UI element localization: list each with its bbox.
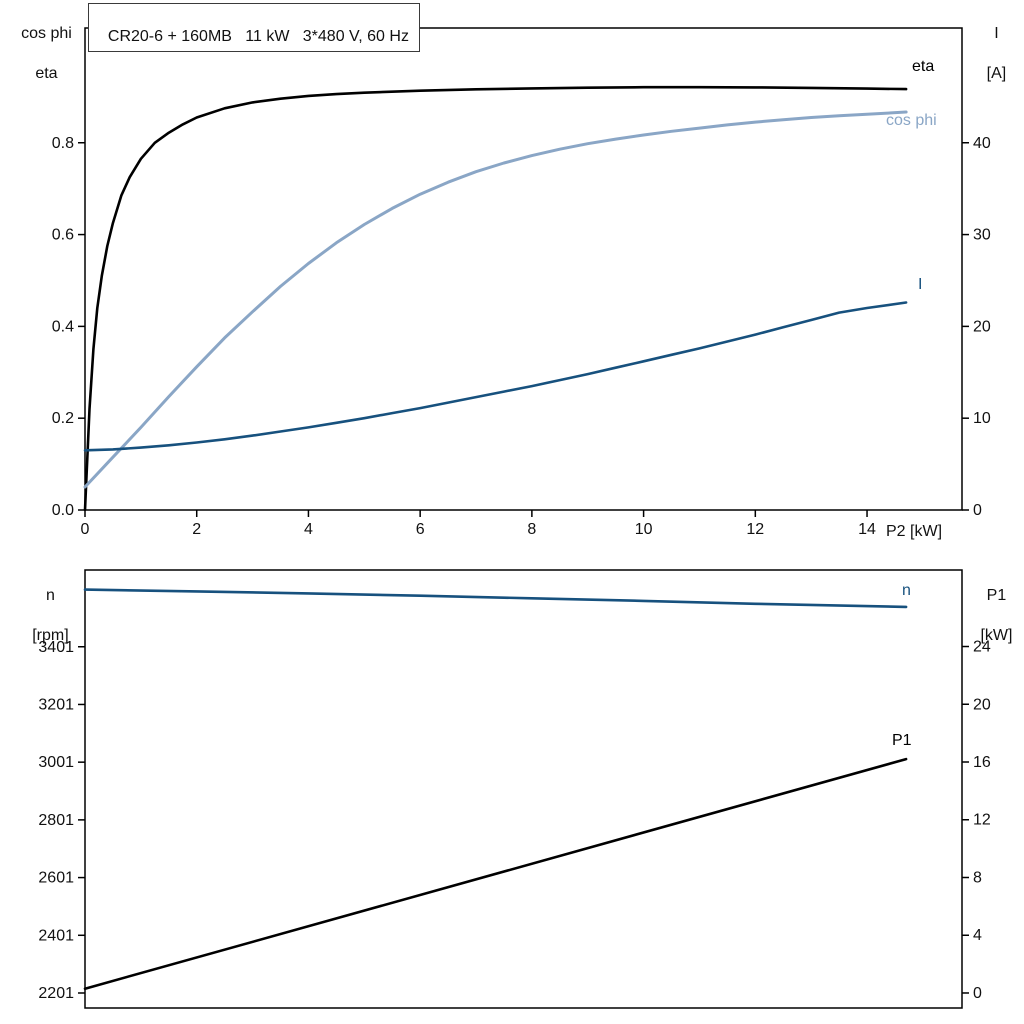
svg-text:0: 0 bbox=[973, 985, 982, 1002]
svg-text:0.4: 0.4 bbox=[52, 318, 74, 335]
svg-text:0.6: 0.6 bbox=[52, 227, 74, 244]
svg-text:0.8: 0.8 bbox=[52, 135, 74, 152]
svg-text:10: 10 bbox=[973, 410, 991, 427]
svg-text:30: 30 bbox=[973, 227, 991, 244]
svg-text:40: 40 bbox=[973, 135, 991, 152]
svg-text:4: 4 bbox=[304, 521, 313, 538]
svg-text:2401: 2401 bbox=[38, 927, 74, 944]
curve-label-current: I bbox=[918, 276, 923, 293]
svg-text:0.0: 0.0 bbox=[52, 502, 74, 519]
left-axis-title-line2: [rpm] bbox=[32, 627, 69, 644]
svg-text:8: 8 bbox=[973, 869, 982, 886]
right-axis-title-bottom-chart: P1 [kW] bbox=[964, 566, 1020, 646]
left-axis-title-line2: eta bbox=[35, 65, 58, 82]
chart-title-box: CR20-6 + 160MB 11 kW 3*480 V, 60 Hz bbox=[88, 3, 420, 52]
right-axis-title-line1: P1 bbox=[986, 587, 1007, 604]
chart-title: CR20-6 + 160MB 11 kW 3*480 V, 60 Hz bbox=[107, 28, 409, 45]
left-axis-title-line1: cos phi bbox=[21, 25, 72, 42]
svg-text:10: 10 bbox=[635, 521, 653, 538]
svg-text:2201: 2201 bbox=[38, 985, 74, 1002]
svg-text:8: 8 bbox=[527, 521, 536, 538]
right-axis-title-line2: [A] bbox=[986, 65, 1007, 82]
svg-text:12: 12 bbox=[973, 812, 991, 829]
curve-label-speed: n bbox=[902, 582, 911, 599]
svg-text:24: 24 bbox=[973, 639, 991, 656]
curve-label-cos-phi: cos phi bbox=[886, 112, 937, 129]
right-axis-title-top-chart: I [A] bbox=[964, 4, 1020, 84]
svg-text:2: 2 bbox=[192, 521, 201, 538]
svg-text:16: 16 bbox=[973, 754, 991, 771]
svg-text:0: 0 bbox=[81, 521, 90, 538]
svg-text:3201: 3201 bbox=[38, 696, 74, 713]
svg-text:4: 4 bbox=[973, 927, 982, 944]
left-axis-title-top-chart: cos phi eta bbox=[2, 4, 82, 84]
curve-label-p1: P1 bbox=[892, 732, 912, 749]
left-axis-title-line1: n bbox=[45, 587, 55, 604]
right-axis-title-line1: I bbox=[994, 25, 999, 42]
svg-text:0.2: 0.2 bbox=[52, 410, 74, 427]
right-axis-title-line2: [kW] bbox=[980, 627, 1013, 644]
svg-text:20: 20 bbox=[973, 318, 991, 335]
svg-text:20: 20 bbox=[973, 696, 991, 713]
svg-text:2801: 2801 bbox=[38, 812, 74, 829]
svg-text:12: 12 bbox=[746, 521, 764, 538]
svg-text:3401: 3401 bbox=[38, 639, 74, 656]
x-axis-label: P2 [kW] bbox=[886, 523, 943, 540]
left-axis-title-bottom-chart: n [rpm] bbox=[14, 566, 78, 646]
svg-text:14: 14 bbox=[858, 521, 876, 538]
curve-label-eta: eta bbox=[912, 58, 935, 75]
svg-text:3001: 3001 bbox=[38, 754, 74, 771]
svg-text:0: 0 bbox=[973, 502, 982, 519]
svg-text:6: 6 bbox=[416, 521, 425, 538]
svg-text:2601: 2601 bbox=[38, 870, 74, 887]
